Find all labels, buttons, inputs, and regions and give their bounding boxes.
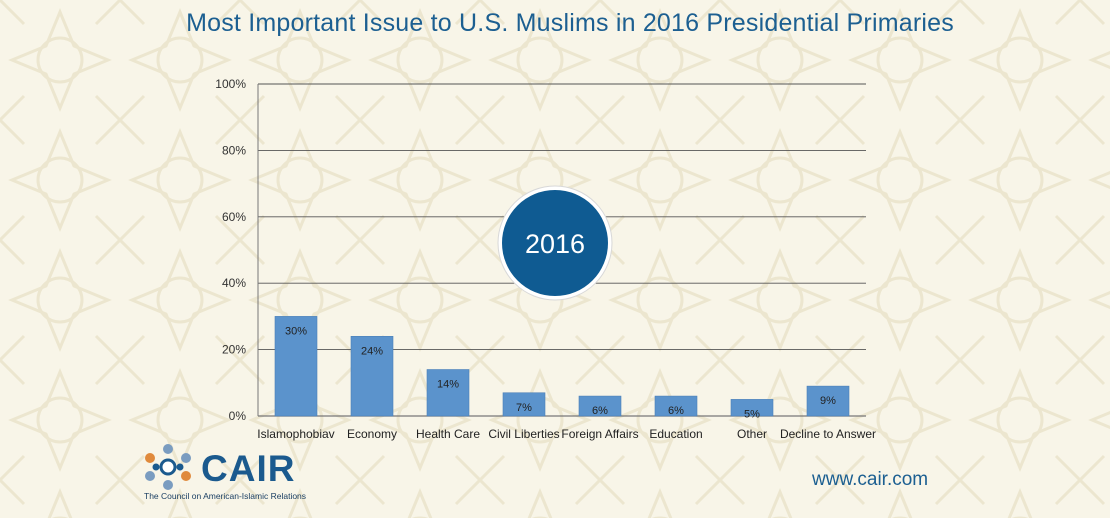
y-tick-label: 80% — [222, 143, 246, 157]
bar — [654, 395, 698, 417]
bar — [730, 399, 774, 417]
data-label: 9% — [820, 395, 836, 407]
x-tick-label: Economy — [347, 427, 397, 441]
x-axis-labels: Islamophobiav Economy Health Care Civil Lib… — [257, 427, 876, 441]
data-label: 6% — [668, 405, 684, 417]
logo-subtitle: The Council on American-Islamic Relation… — [144, 491, 307, 501]
x-tick-label: Civil Liberties — [488, 427, 559, 441]
y-tick-label: 100% — [215, 77, 246, 91]
chart-title: Most Important Issue to U.S. Muslims in … — [186, 9, 954, 37]
website-link[interactable]: www.cair.com — [812, 469, 929, 490]
cair-star-icon — [145, 444, 191, 490]
year-badge-circle — [502, 190, 608, 296]
x-tick-label: Education — [649, 427, 702, 441]
y-tick-label: 20% — [222, 343, 246, 357]
bar — [806, 385, 850, 417]
y-tick-label: 60% — [222, 210, 246, 224]
bars — [274, 316, 850, 417]
x-tick-label: Decline to Answer — [780, 427, 876, 441]
x-tick-label: Other — [737, 427, 767, 441]
data-label: 7% — [516, 402, 532, 414]
bar — [350, 336, 394, 417]
x-tick-label: Foreign Affairs — [561, 427, 638, 441]
data-label: 6% — [592, 405, 608, 417]
year-badge-label: 2016 — [525, 229, 585, 259]
data-label: 24% — [361, 345, 383, 357]
x-tick-label: Health Care — [416, 427, 480, 441]
data-label: 30% — [285, 325, 307, 337]
logo-name: CAIR — [201, 448, 296, 489]
data-label: 14% — [437, 379, 459, 391]
y-tick-label: 40% — [222, 276, 246, 290]
bar — [578, 395, 622, 417]
bar — [426, 369, 470, 417]
bar — [274, 316, 318, 417]
y-tick-label: 0% — [229, 409, 247, 423]
year-badge: 2016 — [497, 185, 613, 301]
data-labels: 30% 24% 14% 7% 6% 6% 5% 9% — [285, 325, 836, 420]
data-label: 5% — [744, 408, 760, 420]
bar — [502, 392, 546, 417]
y-axis-ticks: 0% 20% 40% 60% 80% 100% — [215, 77, 246, 423]
x-tick-label: Islamophobiav — [257, 427, 334, 441]
